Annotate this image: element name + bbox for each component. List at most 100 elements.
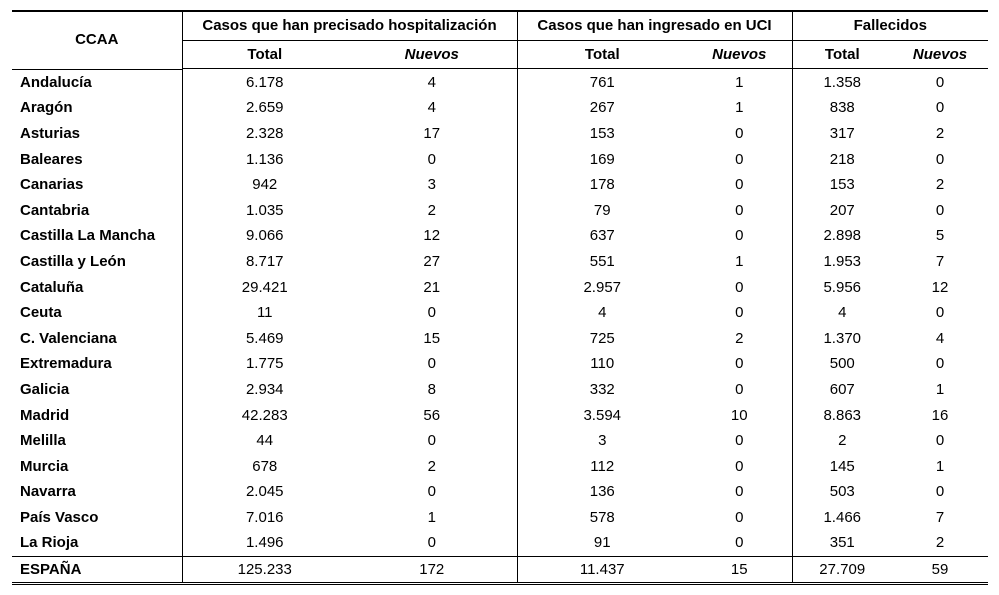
total-deaths-new: 59 (892, 555, 989, 586)
total-hosp-total: 125.233 (182, 555, 347, 586)
cell-hosp-new: 4 (427, 73, 436, 91)
cell-uci-new: 0 (735, 508, 744, 526)
cell-fall-new: 0 (935, 432, 945, 450)
cell-hosp-new: 56 (423, 406, 441, 424)
region-name: Murcia (12, 453, 183, 479)
cell-hosp-total: 44 (256, 432, 274, 450)
cell-fall-new: 5 (935, 227, 945, 245)
region-name: Extremadura (12, 351, 183, 377)
cell-uci-total: 112 (516, 453, 687, 479)
cell-fall-total: 2.898 (791, 223, 892, 249)
cell-fall-new: 0 (935, 201, 945, 219)
cell-uci-new: 0 (735, 483, 744, 501)
cell-fall-new: 0 (935, 304, 945, 322)
cell-fall-new: 0 (935, 99, 945, 117)
table-row: Asturias 2.328 17 153 0 317 2 (12, 120, 988, 147)
cell-uci-new: 0 (735, 150, 744, 168)
region-name: Madrid (12, 402, 183, 428)
header-row-groups: CCAA Casos que han precisado hospitaliza… (12, 10, 989, 69)
region-name: Castilla y León (12, 248, 183, 275)
cell-hosp-total: 42.283 (241, 406, 288, 424)
table-row: Baleares 1.136 0 169 0 218 0 (12, 146, 988, 172)
cell-fall-total: 8.863 (791, 402, 892, 428)
hospitalization-group-header: Casos que han precisado hospitalización (182, 10, 517, 41)
cell-fall-new: 1 (935, 457, 945, 475)
cell-fall-new: 7 (935, 508, 945, 526)
table-row: Melilla 44 0 3 0 2 0 (12, 427, 988, 454)
covid-data-table: CCAA Casos que han precisado hospitaliza… (12, 10, 989, 586)
cell-fall-new: 0 (935, 73, 945, 91)
cell-hosp-total: 9.066 (245, 227, 284, 245)
cell-hosp-total: 1.496 (245, 534, 284, 552)
cell-uci-total: 578 (516, 504, 687, 531)
cell-fall-new: 2 (935, 176, 945, 194)
table-row: La Rioja 1.496 0 91 0 351 2 (12, 530, 988, 557)
region-name: Andalucía (12, 69, 183, 96)
region-name: Canarias (12, 171, 183, 198)
cell-hosp-new: 0 (427, 534, 436, 552)
total-icu-new: 15 (687, 555, 792, 586)
region-name: Navarra (12, 479, 183, 505)
cell-fall-total: 317 (791, 120, 892, 147)
table-row: Murcia 678 2 112 0 145 1 (12, 453, 988, 479)
cell-hosp-total: 6.178 (245, 73, 284, 91)
cell-hosp-new: 21 (423, 278, 441, 296)
table-body: Andalucía 6.178 4 761 1 1.358 0 Aragón 2.659 4 267… (12, 69, 988, 557)
icu-group-header: Casos que han ingresado en UCI (516, 10, 792, 41)
cell-hosp-new: 27 (423, 252, 441, 270)
cell-hosp-new: 8 (427, 380, 436, 398)
total-row: ESPAÑA 125.233 172 11.437 15 27.709 59 (12, 555, 989, 586)
cell-uci-new: 0 (735, 227, 744, 245)
region-name: Melilla (12, 427, 183, 454)
cell-uci-new: 1 (735, 73, 744, 91)
cell-hosp-new: 0 (427, 355, 436, 373)
cell-uci-new: 0 (735, 534, 744, 552)
table-row: Cantabria 1.035 2 79 0 207 0 (12, 197, 988, 224)
cell-uci-total: 153 (516, 120, 687, 147)
total-hosp-new: 172 (347, 555, 517, 586)
cell-fall-total: 1.466 (791, 504, 892, 531)
cell-hosp-new: 15 (423, 329, 441, 347)
cell-uci-total: 136 (516, 479, 687, 505)
cell-fall-total: 1.358 (791, 69, 892, 96)
cell-uci-new: 1 (735, 252, 744, 270)
cell-fall-new: 0 (935, 483, 945, 501)
region-name: Castilla La Mancha (12, 223, 183, 249)
table-row: Aragón 2.659 4 267 1 838 0 (12, 95, 988, 121)
table-row: Canarias 942 3 178 0 153 2 (12, 171, 988, 198)
cell-uci-new: 0 (735, 355, 744, 373)
cell-uci-total: 178 (516, 171, 687, 198)
cell-uci-new: 0 (735, 176, 744, 194)
cell-hosp-total: 2.659 (245, 99, 284, 117)
cell-fall-new: 12 (931, 278, 949, 296)
region-name: Aragón (12, 95, 183, 121)
cell-hosp-new: 0 (427, 304, 436, 322)
hosp-new-header: Nuevos (347, 40, 517, 69)
cell-fall-new: 16 (931, 406, 949, 424)
cell-fall-total: 5.956 (791, 274, 892, 300)
cell-hosp-new: 0 (427, 483, 436, 501)
cell-fall-total: 351 (791, 530, 892, 557)
cell-uci-new: 2 (735, 329, 744, 347)
total-icu-total: 11.437 (516, 555, 687, 586)
cell-uci-total: 637 (516, 223, 687, 249)
cell-uci-new: 0 (735, 201, 744, 219)
icu-new-header: Nuevos (687, 40, 792, 69)
cell-hosp-new: 12 (423, 227, 441, 245)
cell-uci-new: 0 (735, 457, 744, 475)
cell-hosp-new: 17 (423, 124, 441, 142)
cell-fall-total: 207 (791, 197, 892, 224)
cell-uci-new: 0 (735, 432, 744, 450)
cell-uci-total: 3.594 (516, 402, 687, 428)
icu-total-header: Total (516, 40, 687, 69)
cell-hosp-new: 1 (427, 508, 436, 526)
total-deaths-total: 27.709 (791, 555, 892, 586)
cell-uci-new: 0 (735, 124, 744, 142)
cell-uci-total: 91 (516, 530, 687, 557)
region-name: Cantabria (12, 197, 183, 224)
cell-uci-new: 0 (735, 278, 744, 296)
cell-fall-total: 2 (791, 427, 892, 454)
cell-fall-new: 1 (935, 380, 945, 398)
cell-uci-total: 725 (516, 325, 687, 352)
region-column-header: CCAA (12, 10, 183, 69)
